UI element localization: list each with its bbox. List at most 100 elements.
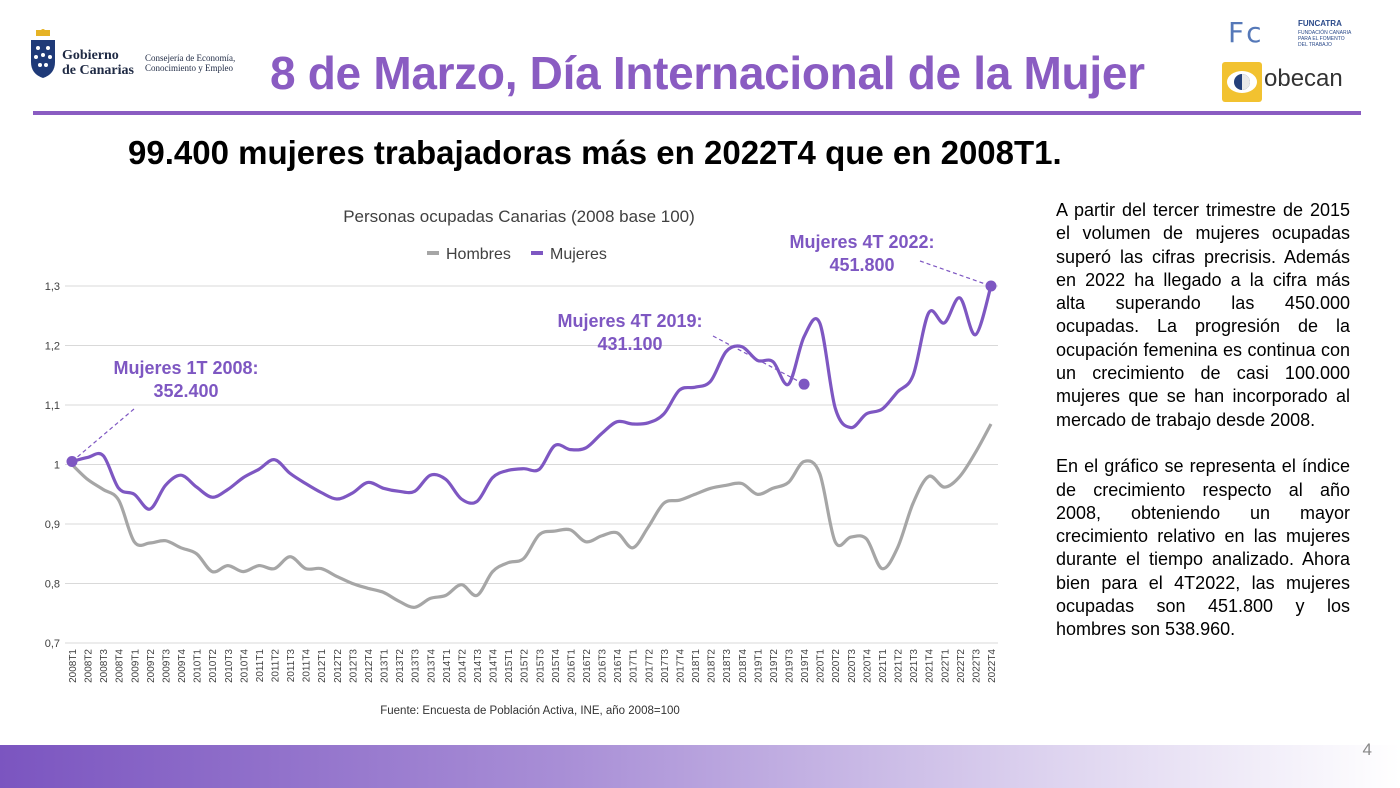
y-tick-label: 0,9 <box>45 519 60 531</box>
x-tick-label: 2013T2 <box>395 649 406 683</box>
x-tick-label: 2013T4 <box>426 649 437 683</box>
x-tick-label: 2022T4 <box>987 649 998 683</box>
x-tick-label: 2015T2 <box>520 649 531 683</box>
gobierno-de-canarias-logo: Gobierno de Canarias Consejería de Econo… <box>28 28 258 84</box>
x-tick-label: 2009T1 <box>130 649 141 683</box>
x-tick-label: 2011T4 <box>302 649 313 683</box>
annotation-value: 431.100 <box>597 334 662 354</box>
x-tick-label: 2018T3 <box>722 649 733 683</box>
paragraph-2: En el gráfico se representa el índice de… <box>1056 456 1350 640</box>
x-tick-label: 2013T1 <box>380 649 391 683</box>
x-tick-label: 2012T4 <box>364 649 375 683</box>
y-tick-label: 0,8 <box>45 579 60 591</box>
x-tick-label: 2015T1 <box>504 649 515 683</box>
department-name: Consejería de Economía, Conocimiento y E… <box>145 53 236 73</box>
x-tick-label: 2020T2 <box>831 649 842 683</box>
funcatra-logo: Fc FUNCATRA FUNDACIÓN CANARIA PARA EL FO… <box>1228 16 1368 49</box>
y-tick-label: 1 <box>54 460 60 472</box>
x-tick-label: 2014T2 <box>457 649 468 683</box>
x-tick-label: 2008T1 <box>68 649 79 683</box>
obecan-name: obecan <box>1264 65 1343 92</box>
series-line-mujeres <box>71 285 993 511</box>
coat-of-arms-icon <box>31 29 55 78</box>
x-tick-label: 2010T1 <box>193 649 204 683</box>
x-tick-label: 2008T3 <box>99 649 110 683</box>
y-tick-label: 0,7 <box>45 638 60 650</box>
x-tick-label: 2017T4 <box>675 649 686 683</box>
annotation-marker <box>66 456 78 468</box>
x-tick-label: 2008T2 <box>84 649 95 683</box>
x-axis-ticks: 2008T1 2008T2 2008T3 2008T4 2009T1 2009T2 2009… <box>68 649 998 683</box>
x-tick-label: 2014T4 <box>489 649 500 683</box>
slide-subtitle: 99.400 mujeres trabajadoras más en 2022T… <box>128 134 1062 171</box>
x-tick-label: 2016T1 <box>566 649 577 683</box>
x-tick-label: 2021T4 <box>925 649 936 683</box>
chart-legend: Hombres Mujeres <box>427 246 607 263</box>
x-tick-label: 2014T3 <box>473 649 484 683</box>
footer-gradient-bar <box>0 745 1400 788</box>
chart-series <box>70 285 993 609</box>
annotation-marker <box>798 378 810 390</box>
legend-label-mujeres: Mujeres <box>550 246 607 263</box>
funcatra-name: FUNCATRA <box>1298 19 1342 28</box>
x-tick-label: 2012T2 <box>333 649 344 683</box>
x-tick-label: 2009T3 <box>161 649 172 683</box>
y-tick-label: 1,1 <box>45 400 60 412</box>
x-tick-label: 2009T2 <box>146 649 157 683</box>
x-tick-label: 2016T4 <box>613 649 624 683</box>
x-tick-label: 2010T4 <box>239 649 250 683</box>
x-tick-label: 2010T2 <box>208 649 219 683</box>
eye-icon <box>1222 62 1262 102</box>
x-tick-label: 2020T4 <box>862 649 873 683</box>
page-number: 4 <box>1362 740 1372 759</box>
legend-label-hombres: Hombres <box>446 246 511 263</box>
x-tick-label: 2018T1 <box>691 649 702 683</box>
y-tick-label: 1,3 <box>45 281 60 293</box>
title-divider <box>33 111 1361 115</box>
annotation-label: Mujeres 4T 2019: <box>557 311 702 331</box>
x-tick-label: 2021T1 <box>878 649 889 683</box>
annotation-label: Mujeres 4T 2022: <box>789 232 934 252</box>
x-tick-label: 2010T3 <box>224 649 235 683</box>
annotation-label: Mujeres 1T 2008: <box>113 358 258 378</box>
annotation-leader-line <box>712 335 805 385</box>
x-tick-label: 2012T3 <box>348 649 359 683</box>
y-tick-label: 1,2 <box>45 341 60 353</box>
x-tick-label: 2018T4 <box>738 649 749 683</box>
x-tick-label: 2020T1 <box>816 649 827 683</box>
x-tick-label: 2015T3 <box>535 649 546 683</box>
x-tick-label: 2016T2 <box>582 649 593 683</box>
x-tick-label: 2011T1 <box>255 649 266 683</box>
x-tick-label: 2017T3 <box>660 649 671 683</box>
x-tick-label: 2021T3 <box>909 649 920 683</box>
chart-title: Personas ocupadas Canarias (2008 base 10… <box>343 207 695 226</box>
employment-index-chart: Personas ocupadas Canarias (2008 base 10… <box>45 207 998 717</box>
x-tick-label: 2022T1 <box>940 649 951 683</box>
y-axis-ticks: 0,7 0,8 0,9 1 1,1 1,2 1,3 <box>45 281 60 650</box>
x-tick-label: 2022T3 <box>971 649 982 683</box>
chart-annotations: Mujeres 1T 2008: 352.400 Mujeres 4T 2019: 4… <box>66 232 997 468</box>
chart-grid <box>65 285 998 644</box>
x-tick-label: 2008T4 <box>115 649 126 683</box>
page-title: 8 de Marzo, Día Internacional de la Muje… <box>270 47 1145 99</box>
x-tick-label: 2013T3 <box>411 649 422 683</box>
funcatra-subtitle: FUNDACIÓN CANARIA PARA EL FOMENTO DEL TR… <box>1298 30 1352 48</box>
x-tick-label: 2019T1 <box>753 649 764 683</box>
x-tick-label: 2011T3 <box>286 649 297 683</box>
chart-source: Fuente: Encuesta de Población Activa, IN… <box>380 705 680 717</box>
x-tick-label: 2015T4 <box>551 649 562 683</box>
x-tick-label: 2020T3 <box>847 649 858 683</box>
annotation-leader-line <box>919 260 992 287</box>
x-tick-label: 2022T2 <box>956 649 967 683</box>
series-line-hombres <box>70 423 993 609</box>
x-tick-label: 2012T1 <box>317 649 328 683</box>
x-tick-label: 2019T4 <box>800 649 811 683</box>
annotation-marker <box>985 280 997 292</box>
organization-name: Gobierno de Canarias <box>62 48 134 78</box>
x-tick-label: 2017T2 <box>644 649 655 683</box>
x-tick-label: 2019T3 <box>785 649 796 683</box>
annotation-value: 352.400 <box>153 381 218 401</box>
x-tick-label: 2014T1 <box>442 649 453 683</box>
explanatory-text: A partir del tercer trimestre de 2015 el… <box>1056 199 1350 642</box>
x-tick-label: 2017T1 <box>629 649 640 683</box>
